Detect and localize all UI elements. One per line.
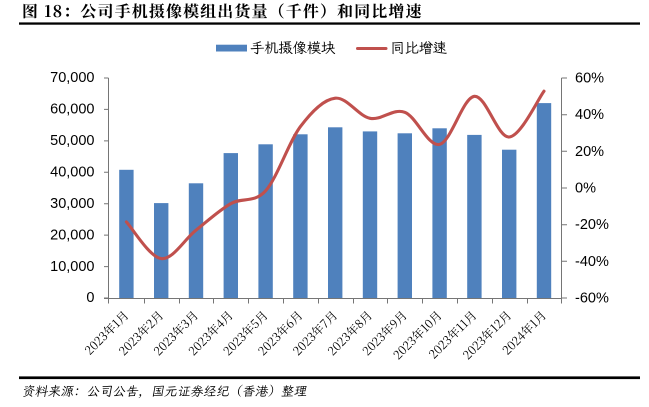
svg-text:-20%: -20%: [575, 217, 609, 233]
svg-text:60%: 60%: [575, 71, 604, 87]
svg-text:40,000: 40,000: [50, 165, 94, 181]
svg-text:30,000: 30,000: [50, 196, 94, 212]
svg-text:20%: 20%: [575, 144, 604, 160]
svg-text:20,000: 20,000: [50, 227, 94, 243]
svg-text:0: 0: [86, 290, 94, 306]
svg-text:-40%: -40%: [575, 254, 609, 270]
svg-text:70,000: 70,000: [50, 70, 94, 86]
svg-text:10,000: 10,000: [50, 259, 94, 275]
svg-text:40%: 40%: [575, 107, 604, 123]
svg-text:50,000: 50,000: [50, 133, 94, 149]
svg-text:-60%: -60%: [575, 291, 609, 307]
svg-text:0%: 0%: [575, 181, 596, 197]
svg-text:60,000: 60,000: [50, 102, 94, 118]
